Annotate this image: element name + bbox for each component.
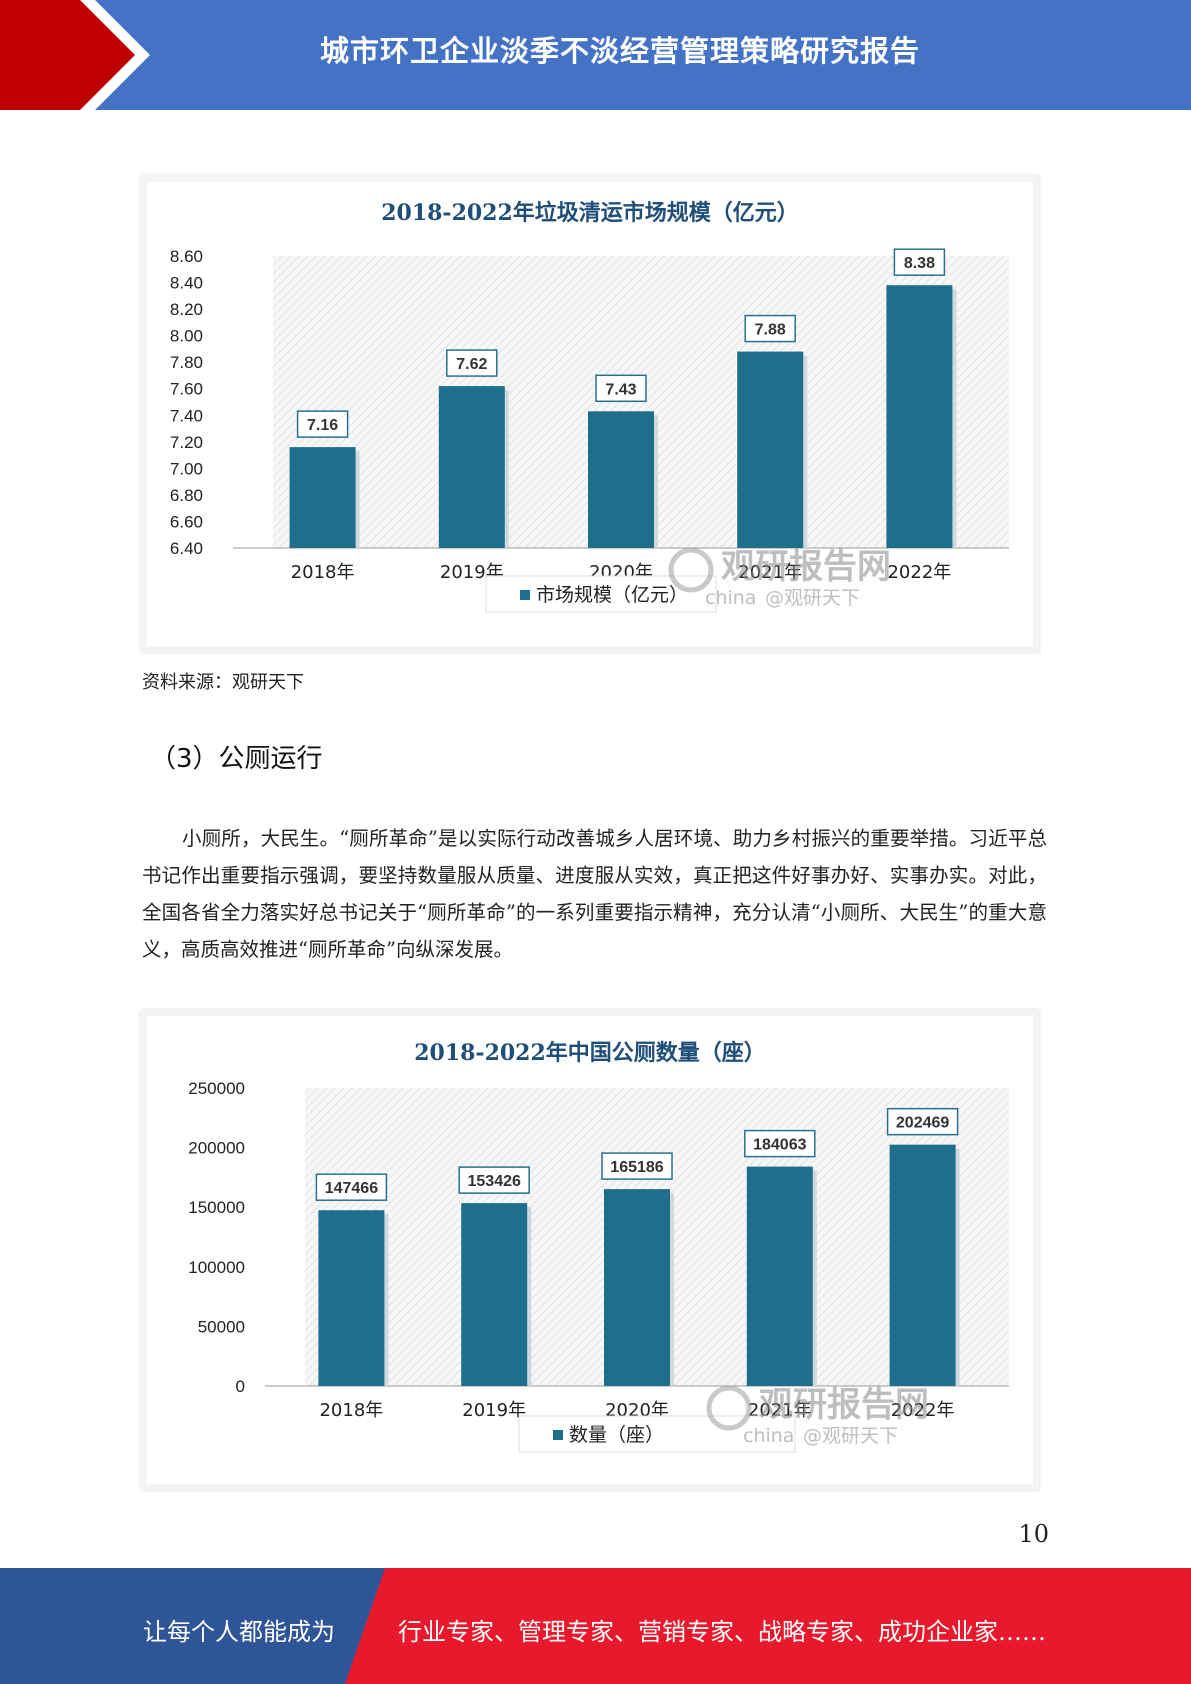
- y-tick-label: 7.40: [170, 406, 203, 425]
- y-tick-label: 7.80: [170, 353, 203, 372]
- data-label: 7.62: [456, 356, 487, 373]
- data-label: 7.43: [605, 381, 636, 398]
- x-tick-label: 2019年: [462, 1400, 526, 1421]
- header-band: [0, 0, 1191, 110]
- watermark-sub: china: [705, 587, 756, 609]
- data-label: 8.38: [904, 255, 935, 272]
- y-tick-label: 8.20: [170, 300, 203, 319]
- data-label: 184063: [753, 1137, 806, 1154]
- data-label: 165186: [610, 1159, 663, 1176]
- bar: [588, 411, 654, 548]
- data-label: 147466: [325, 1180, 378, 1197]
- chart-figure-toilet-count: 2018-2022年中国公厕数量（座） 250000 200000 150000 100…: [141, 1010, 1039, 1490]
- legend-swatch: [520, 590, 530, 600]
- watermark-text: 观研报告网: [759, 1385, 929, 1425]
- data-label-box: [446, 349, 498, 377]
- y-tick-label: 8.00: [170, 327, 203, 346]
- bar: [737, 351, 804, 548]
- y-tick-label: 8.60: [170, 247, 203, 266]
- watermark-text: 观研报告网: [721, 547, 891, 587]
- footer-slogan-left: 让每个人都能成为: [143, 1618, 335, 1646]
- bar: [604, 1189, 670, 1386]
- data-label-box: [595, 374, 647, 403]
- data-label-box: [744, 314, 796, 343]
- data-label-box: [893, 248, 946, 276]
- bar: [318, 1210, 385, 1386]
- y-tick-label: 200000: [188, 1139, 245, 1158]
- body-paragraph: 小厕所，大民生。“厕所革命”是以实际行动改善城乡人居环境、助力乡村振兴的重要举措…: [142, 827, 1047, 961]
- data-label-box: [601, 1152, 673, 1180]
- footer-slogan-right: 行业专家、管理专家、营销专家、战略专家、成功企业家……: [398, 1618, 1046, 1646]
- bar: [438, 386, 505, 548]
- bar: [886, 285, 953, 548]
- y-tick-label: 6.60: [170, 512, 203, 531]
- footer-band: [0, 1568, 1191, 1684]
- chart-title: 2018-2022年中国公厕数量（座）: [414, 1040, 766, 1066]
- data-label-box: [744, 1129, 816, 1158]
- x-tick-label: 2021年: [738, 562, 802, 583]
- x-tick-label: 2022年: [891, 1400, 955, 1421]
- data-label-box: [886, 1107, 959, 1136]
- chart-toilet-count: 2018-2022年中国公厕数量（座） 250000 200000 150000 100…: [147, 1016, 1033, 1484]
- y-tick-label: 6.80: [170, 486, 203, 505]
- y-tick-label: 100000: [188, 1258, 245, 1277]
- x-tick-label: 2018年: [291, 562, 355, 583]
- chart-market-size: 2018-2022年垃圾清运市场规模（亿元） 8.60 8.40 8.20 8.00 7.…: [147, 182, 1033, 646]
- data-label-box: [458, 1166, 530, 1194]
- section-heading: （3）公厕运行: [150, 744, 323, 774]
- legend-label: 数量（座）: [569, 1424, 664, 1446]
- data-label: 153426: [468, 1173, 521, 1190]
- y-tick-label: 250000: [188, 1079, 245, 1098]
- data-label: 7.16: [307, 417, 338, 434]
- legend-swatch: [553, 1430, 563, 1440]
- data-label: 202469: [896, 1115, 949, 1132]
- y-tick-label: 7.20: [170, 433, 203, 452]
- watermark-handle: @观研天下: [803, 1425, 898, 1447]
- x-tick-label: 2018年: [319, 1400, 383, 1421]
- y-tick-label: 150000: [188, 1198, 245, 1217]
- page-number: 10: [1018, 1520, 1049, 1548]
- data-label: 7.88: [755, 322, 786, 339]
- chart-figure-market-size: 2018-2022年垃圾清运市场规模（亿元） 8.60 8.40 8.20 8.00 7.…: [141, 176, 1039, 652]
- y-tick-label: 8.40: [170, 274, 203, 293]
- bar: [746, 1166, 813, 1386]
- watermark-handle: @观研天下: [765, 587, 860, 609]
- watermark-sub: china: [743, 1425, 794, 1447]
- y-tick-label: 7.00: [170, 459, 203, 478]
- x-tick-label: 2022年: [887, 562, 951, 583]
- legend-label: 市场规模（亿元）: [536, 584, 688, 606]
- y-tick-label: 0: [236, 1377, 245, 1396]
- data-label-box: [296, 410, 349, 438]
- bar: [461, 1203, 528, 1386]
- source-note: 资料来源：观研天下: [142, 672, 304, 693]
- y-tick-label: 6.40: [170, 539, 203, 558]
- legend-box: [518, 1415, 796, 1453]
- bar: [889, 1144, 956, 1386]
- document-title: 城市环卫企业淡季不淡经营管理策略研究报告: [319, 34, 920, 68]
- chart-title: 2018-2022年垃圾清运市场规模（亿元）: [381, 200, 799, 226]
- data-label-box: [315, 1173, 388, 1201]
- y-tick-label: 50000: [198, 1317, 245, 1336]
- bar: [289, 447, 356, 548]
- watermark-swirl-icon: [706, 1385, 752, 1431]
- y-tick-label: 7.60: [170, 380, 203, 399]
- watermark-swirl-icon: [668, 547, 714, 593]
